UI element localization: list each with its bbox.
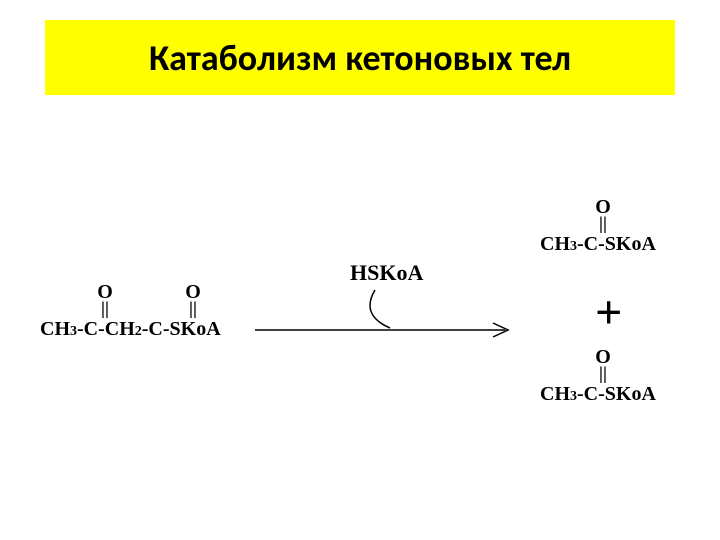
curved-input bbox=[370, 290, 390, 328]
product-top-molecule: O || CH3-C-SKoA bbox=[540, 195, 710, 270]
title-banner: Катаболизм кетоновых тел bbox=[45, 20, 675, 95]
product-top-formula: CH3-C-SKoA bbox=[540, 233, 656, 255]
product-bottom-formula: CH3-C-SKoA bbox=[540, 383, 656, 405]
double-bond-bottom: || bbox=[599, 363, 607, 383]
product-bottom-svg: O || CH3-C-SKoA bbox=[540, 345, 710, 415]
double-bond-2: || bbox=[189, 298, 197, 318]
arrow-svg bbox=[250, 260, 520, 350]
double-bond-1: || bbox=[101, 298, 109, 318]
double-bond-top: || bbox=[599, 213, 607, 233]
page-title: Катаболизм кетоновых тел bbox=[149, 36, 571, 80]
reactant-formula: CH3-C-CH2-C-SKoA bbox=[40, 318, 221, 340]
reaction-arrow bbox=[250, 260, 520, 350]
product-top-svg: O || CH3-C-SKoA bbox=[540, 195, 710, 265]
product-bottom-molecule: O || CH3-C-SKoA bbox=[540, 345, 710, 420]
plus-sign: + bbox=[595, 285, 622, 340]
